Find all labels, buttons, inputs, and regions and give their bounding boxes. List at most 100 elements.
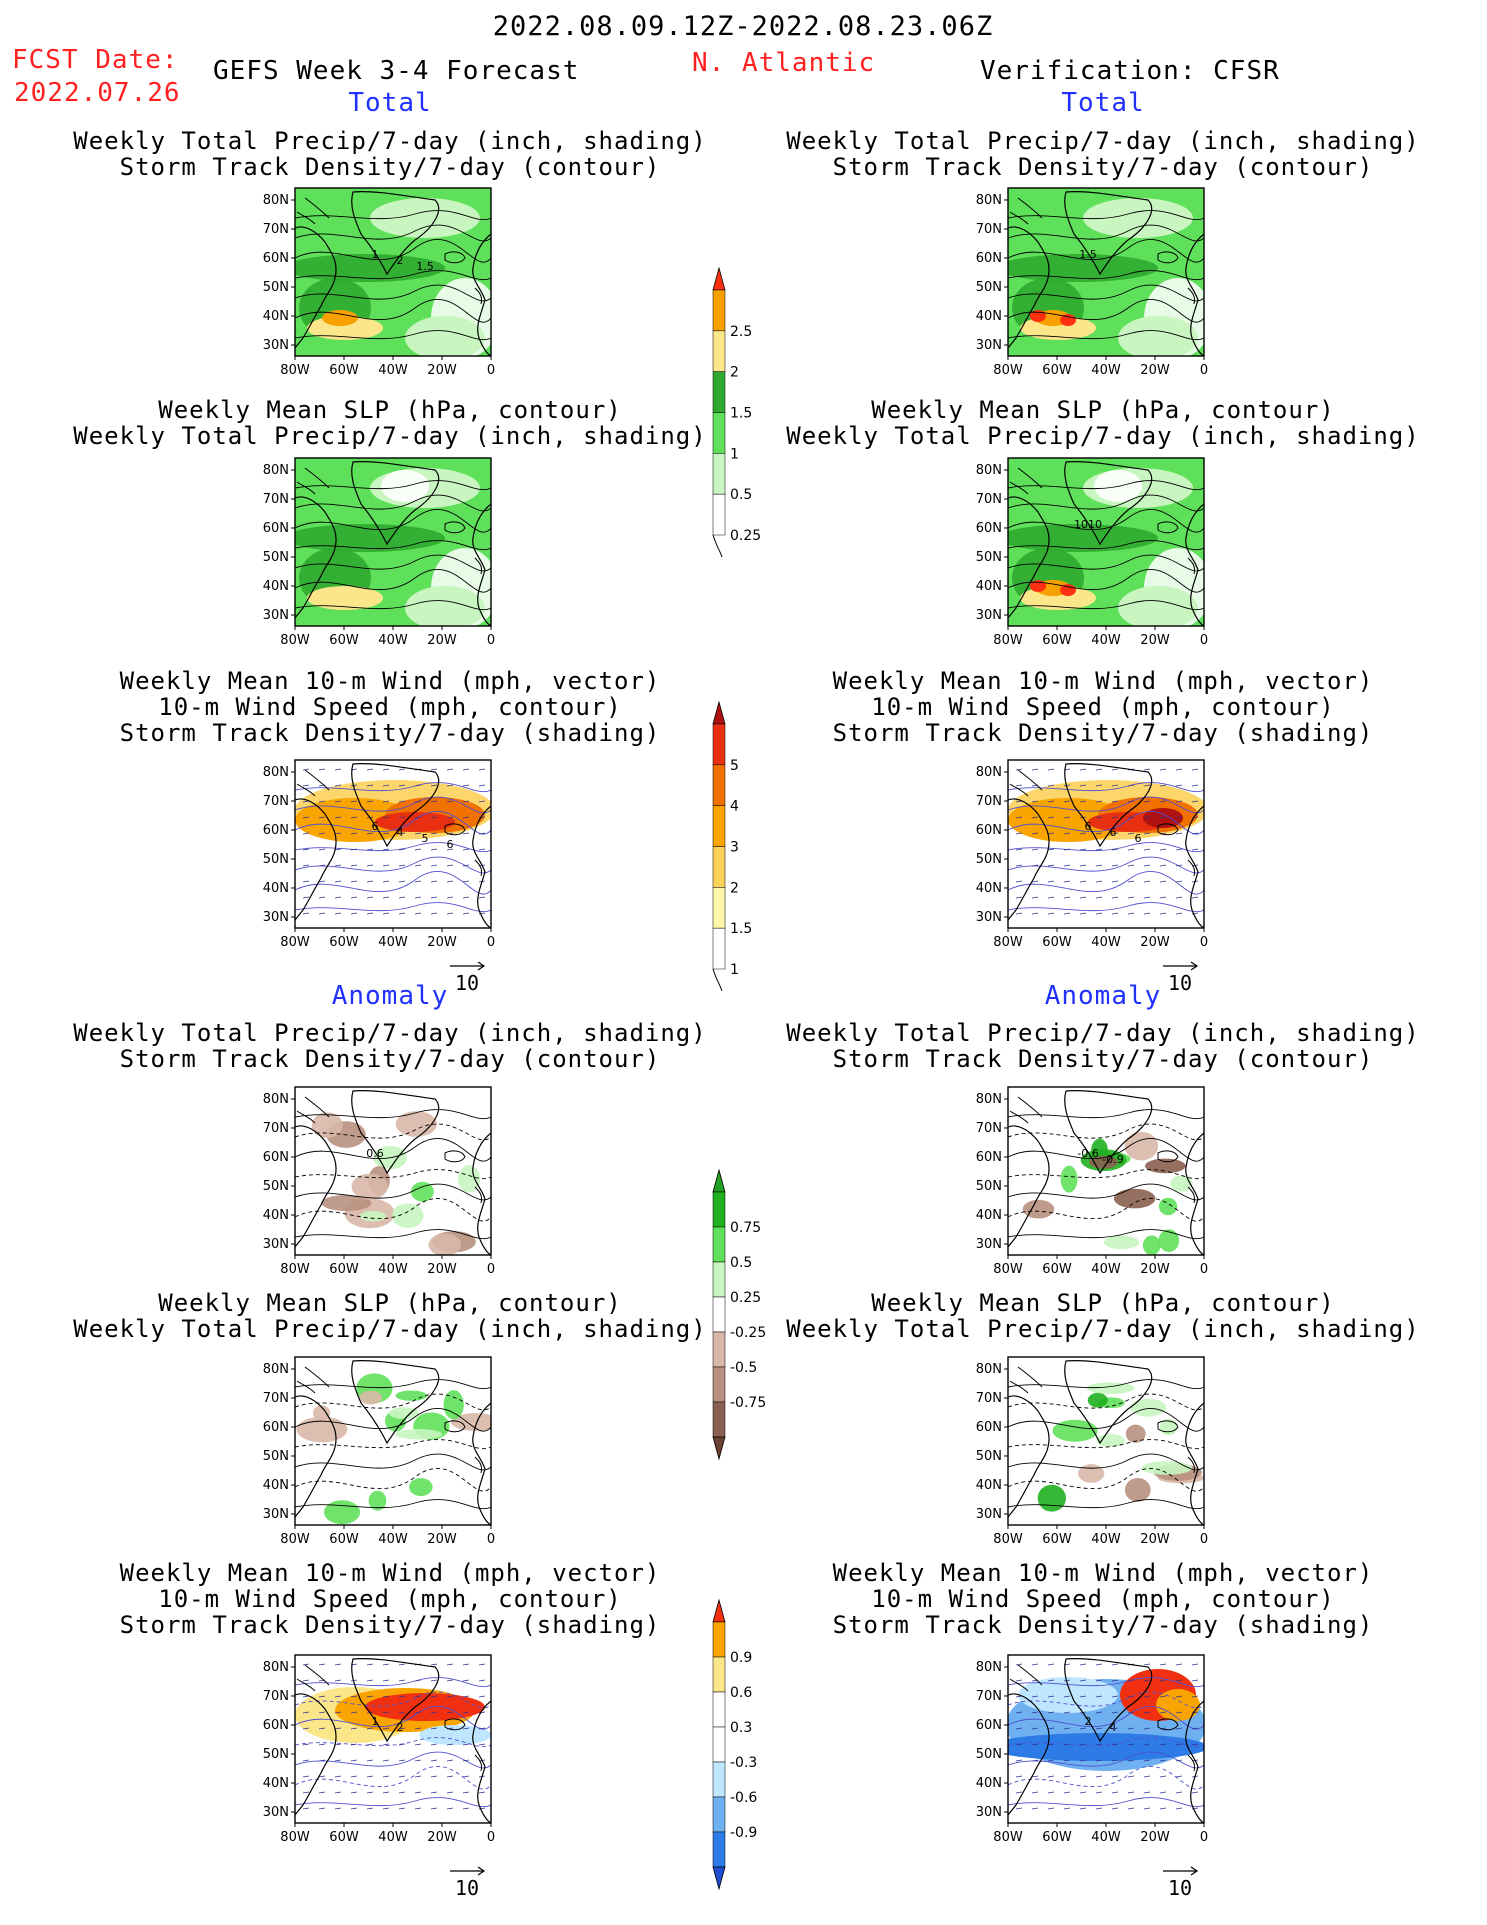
vector-reference-arrow: 10 [1163, 1866, 1199, 1900]
lat-tick-label: 50N [976, 550, 1002, 565]
colorbar-label: 2 [730, 365, 739, 381]
panel-title-vf-anom-wind: Weekly Mean 10-m Wind (mph, vector) 10-m… [832, 1559, 1374, 1639]
lon-tick-label: 80W [280, 363, 310, 378]
lat-tick-label: 60N [263, 823, 289, 838]
lon-tick-label: 20W [1140, 633, 1170, 648]
lon-tick-label: 80W [993, 633, 1023, 648]
lon-tick-label: 40W [378, 363, 408, 378]
lon-tick-label: 40W [1091, 1532, 1121, 1547]
lon-tick-label: 0 [487, 1830, 495, 1845]
map-panel-vf-total-precip: 1.5 80N 70N 60N 50N 40N 30N 80W 60W 40W 20W 0 [976, 187, 1208, 378]
panel-title-fc-anom-slp: Weekly Mean SLP (hPa, contour) Weekly To… [73, 1289, 707, 1343]
lon-tick-label: 80W [993, 363, 1023, 378]
lat-tick-label: 60N [263, 1150, 289, 1165]
contour-label: 1 [372, 1715, 379, 1728]
lat-tick-label: 30N [976, 608, 1002, 623]
lon-tick-label: 80W [280, 1532, 310, 1547]
lat-tick-label: 80N [976, 463, 1002, 478]
lon-tick-label: 60W [1042, 935, 1072, 950]
contour-label: 2 [397, 254, 404, 267]
lat-tick-label: 80N [976, 1660, 1002, 1675]
colorbar-label: 1.5 [730, 406, 752, 422]
contour-label: 1010 [1074, 518, 1102, 531]
colorbar-label: 1.5 [730, 921, 752, 937]
lon-tick-label: 0 [1200, 935, 1208, 950]
lon-tick-label: 0 [1200, 1830, 1208, 1845]
lon-tick-label: 0 [1200, 1262, 1208, 1277]
map-panel-fc-total-precip: 1 2 1.5 80N 70N 60N 50N 40N 30N 80W 60W 40W 20W 0 [263, 187, 495, 378]
lat-tick-label: 60N [976, 1420, 1002, 1435]
colorbar-label: 5 [730, 758, 739, 774]
lat-tick-label: 40N [976, 579, 1002, 594]
lat-tick-label: 80N [263, 1092, 289, 1107]
lat-tick-label: 70N [976, 1391, 1002, 1406]
panel-title-vf-total-precip: Weekly Total Precip/7-day (inch, shading… [786, 127, 1420, 181]
lat-tick-label: 60N [263, 1718, 289, 1733]
lat-tick-label: 80N [263, 765, 289, 780]
contour-label: 1.5 [416, 260, 434, 273]
lon-tick-label: 20W [427, 1532, 457, 1547]
lat-tick-label: 30N [263, 1237, 289, 1252]
lat-tick-label: 80N [976, 193, 1002, 208]
lon-tick-label: 40W [1091, 935, 1121, 950]
lat-tick-label: 60N [976, 1150, 1002, 1165]
lon-tick-label: 80W [993, 935, 1023, 950]
vector-reference-value: 10 [1168, 1876, 1192, 1900]
lat-tick-label: 70N [976, 1689, 1002, 1704]
colorbar-label: -0.5 [730, 1360, 757, 1376]
lon-tick-label: 20W [427, 1830, 457, 1845]
lon-tick-label: 60W [329, 935, 359, 950]
fcst-date-value: 2022.07.26 [14, 78, 181, 108]
lon-tick-label: 80W [280, 1262, 310, 1277]
vector-reference-value: 10 [1168, 971, 1192, 995]
lat-tick-label: 70N [263, 1121, 289, 1136]
colorbar-label: 2.5 [730, 324, 752, 340]
map-panel-fc-total-slp: 80N 70N 60N 50N 40N 30N 80W 60W 40W 20W 0 [263, 457, 495, 648]
section-total-right: Total [1061, 88, 1145, 118]
contour-label: 1 [372, 248, 379, 261]
colorbar-cb-track-anom: 0.9 0.6 0.3 -0.3 -0.6 -0.9 [712, 1598, 757, 1891]
vector-reference-arrow: 10 [450, 1866, 486, 1900]
lat-tick-label: 50N [263, 1449, 289, 1464]
colorbar-label: 1 [730, 962, 739, 978]
lat-tick-label: 40N [263, 1776, 289, 1791]
lat-tick-label: 50N [263, 280, 289, 295]
lat-tick-label: 50N [976, 1179, 1002, 1194]
map-panel-vf-anom-slp: 80N 70N 60N 50N 40N 30N 80W 60W 40W 20W 0 [976, 1356, 1208, 1547]
lat-tick-label: 50N [976, 1747, 1002, 1762]
lat-tick-label: 60N [976, 823, 1002, 838]
lat-tick-label: 50N [976, 280, 1002, 295]
lon-tick-label: 60W [329, 1532, 359, 1547]
colorbar-label: 1 [730, 446, 739, 462]
map-panel-vf-total-wind: 6 6 6 80N 70N 60N 50N 40N 30N 80W 60W 40W 20W 0 [976, 759, 1208, 950]
colorbar-label: 0.3 [730, 1720, 752, 1736]
lon-tick-label: 60W [1042, 1262, 1072, 1277]
lat-tick-label: 40N [976, 1478, 1002, 1493]
lat-tick-label: 60N [976, 1718, 1002, 1733]
lat-tick-label: 70N [976, 794, 1002, 809]
lon-tick-label: 0 [1200, 633, 1208, 648]
lat-tick-label: 50N [263, 550, 289, 565]
vector-reference-arrow: 10 [1163, 961, 1199, 995]
lon-tick-label: 60W [329, 363, 359, 378]
date-range-title: 2022.08.09.12Z-2022.08.23.06Z [492, 11, 994, 42]
map-panel-fc-anom-slp: 80N 70N 60N 50N 40N 30N 80W 60W 40W 20W 0 [263, 1356, 495, 1547]
colorbar-cb-precip: 2.5 2 1.5 1 0.5 0.25 [712, 266, 761, 558]
colorbar-label: 3 [730, 840, 739, 856]
contour-label: 0.6 [366, 1147, 384, 1160]
lon-tick-label: 0 [1200, 363, 1208, 378]
lat-tick-label: 40N [263, 881, 289, 896]
lat-tick-label: 50N [263, 1747, 289, 1762]
lon-tick-label: 40W [378, 935, 408, 950]
contour-label: 2 [1085, 1715, 1092, 1728]
lon-tick-label: 40W [1091, 1262, 1121, 1277]
lat-tick-label: 40N [976, 881, 1002, 896]
lon-tick-label: 20W [427, 935, 457, 950]
contour-label: 4 [397, 826, 404, 839]
lat-tick-label: 80N [263, 463, 289, 478]
lat-tick-label: 30N [976, 338, 1002, 353]
lon-tick-label: 80W [993, 1532, 1023, 1547]
lat-tick-label: 40N [263, 579, 289, 594]
contour-label: 6 [1110, 826, 1117, 839]
